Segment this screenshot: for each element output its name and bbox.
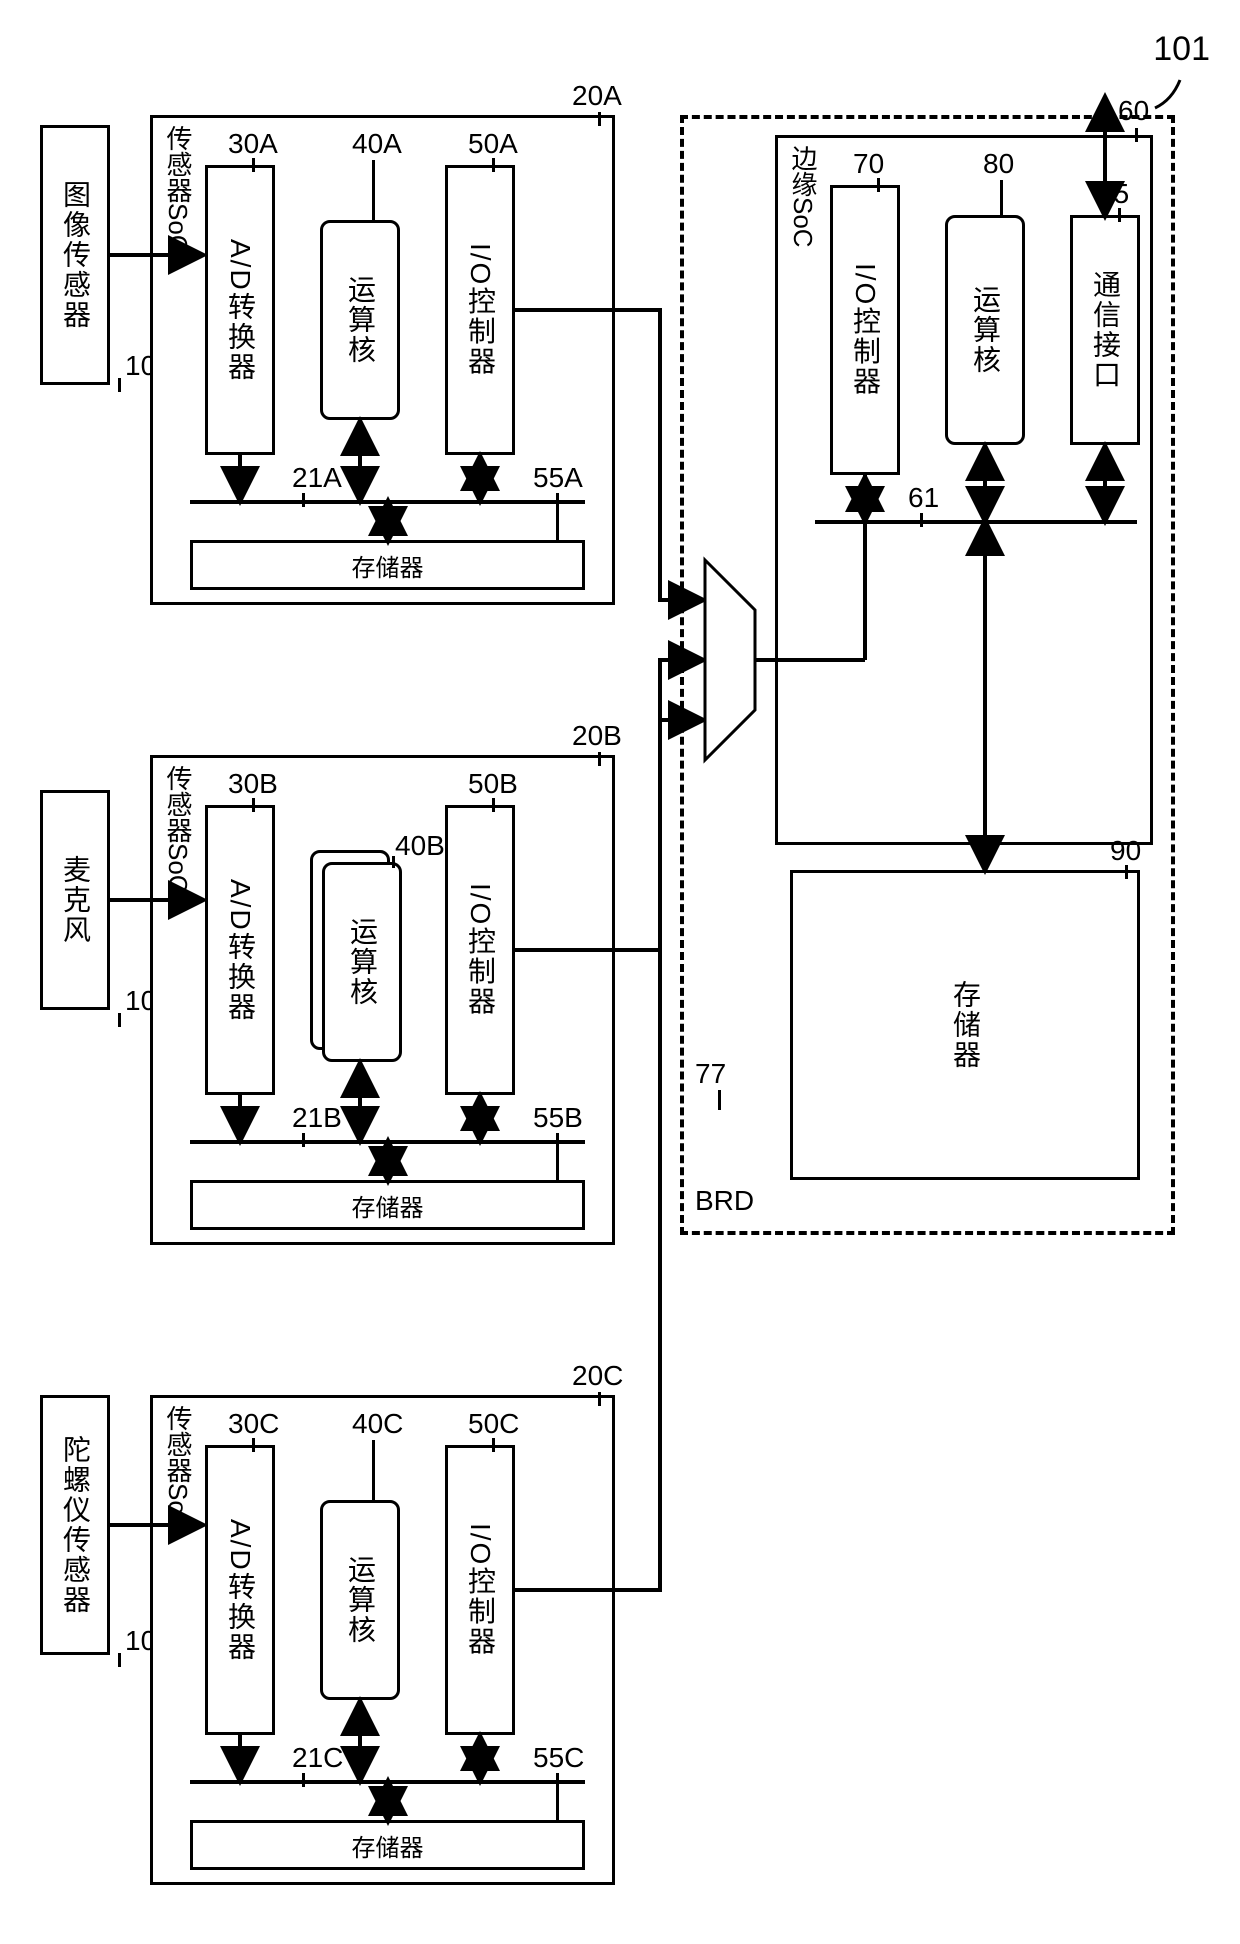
io-b-ref: 50B (468, 768, 518, 800)
adc-b-label: A/D转换器 (220, 879, 260, 1022)
sensor-soc-c-ref: 20C (572, 1360, 623, 1392)
adc-c: A/D转换器 (205, 1445, 275, 1735)
io-b: I/O控制器 (445, 805, 515, 1095)
brd-ref: 77 (695, 1058, 726, 1090)
adc-b-ref: 30B (228, 768, 278, 800)
sensor-a-box: 图像传感器 (40, 125, 110, 385)
edge-core-label: 运算核 (965, 285, 1005, 375)
adc-a-ref: 30A (228, 128, 278, 160)
sensor-soc-c-title: 传感器SoC (160, 1405, 197, 1534)
core-c-label: 运算核 (340, 1555, 380, 1645)
mem-b-label: 存储器 (352, 1188, 424, 1223)
sensor-soc-b-title: 传感器SoC (160, 765, 197, 894)
sensor-soc-a-ref: 20A (572, 80, 622, 112)
brd-label: BRD (695, 1185, 754, 1217)
io-c: I/O控制器 (445, 1445, 515, 1735)
mem-a: 存储器 (190, 540, 585, 590)
mem-a-ref: 55A (533, 462, 583, 494)
core-b: 运算核 (322, 862, 402, 1062)
sensor-b-box: 麦克风 (40, 790, 110, 1010)
sensor-c-label: 陀螺仪传感器 (55, 1435, 95, 1615)
io-b-label: I/O控制器 (460, 883, 500, 1016)
adc-b: A/D转换器 (205, 805, 275, 1095)
edge-comm: 通信接口 (1070, 215, 1140, 445)
edge-soc-title: 边缘SoC (785, 145, 822, 248)
edge-bus (815, 520, 1137, 524)
mem-c-ref: 55C (533, 1742, 584, 1774)
adc-c-label: A/D转换器 (220, 1519, 260, 1662)
mem-a-label: 存储器 (352, 548, 424, 583)
edge-io-ref: 70 (853, 148, 884, 180)
core-a: 运算核 (320, 220, 400, 420)
edge-core-ref: 80 (983, 148, 1014, 180)
io-a-ref: 50A (468, 128, 518, 160)
adc-a: A/D转换器 (205, 165, 275, 455)
edge-mem-ref: 90 (1110, 835, 1141, 867)
io-c-label: I/O控制器 (460, 1523, 500, 1656)
bus-a-ref: 21A (292, 462, 342, 494)
bus-a (190, 500, 585, 504)
edge-mem: 存储器 (790, 870, 1140, 1180)
mem-c: 存储器 (190, 1820, 585, 1870)
edge-comm-ref: 85 (1098, 178, 1129, 210)
bus-b-ref: 21B (292, 1102, 342, 1134)
bus-c-ref: 21C (292, 1742, 343, 1774)
sensor-a-label: 图像传感器 (55, 180, 95, 330)
core-b-label: 运算核 (342, 917, 382, 1007)
core-a-ref: 40A (352, 128, 402, 160)
edge-bus-ref: 61 (908, 482, 939, 514)
sensor-soc-a-title: 传感器SoC (160, 125, 197, 254)
mem-b: 存储器 (190, 1180, 585, 1230)
figure-ref: 101 (1153, 30, 1210, 69)
edge-comm-label: 通信接口 (1085, 270, 1125, 390)
core-b-ref: 40B (395, 830, 445, 862)
edge-soc-ref: 60 (1118, 95, 1149, 127)
sensor-c-box: 陀螺仪传感器 (40, 1395, 110, 1655)
adc-a-label: A/D转换器 (220, 239, 260, 382)
bus-c (190, 1780, 585, 1784)
sensor-soc-b-ref: 20B (572, 720, 622, 752)
io-c-ref: 50C (468, 1408, 519, 1440)
mem-b-ref: 55B (533, 1102, 583, 1134)
io-a-label: I/O控制器 (460, 243, 500, 376)
core-c-ref: 40C (352, 1408, 403, 1440)
bus-b (190, 1140, 585, 1144)
sensor-b-label: 麦克风 (55, 855, 95, 945)
core-c: 运算核 (320, 1500, 400, 1700)
io-a: I/O控制器 (445, 165, 515, 455)
edge-mem-label: 存储器 (945, 980, 985, 1070)
adc-c-ref: 30C (228, 1408, 279, 1440)
edge-io-label: I/O控制器 (845, 263, 885, 396)
mem-c-label: 存储器 (352, 1828, 424, 1863)
edge-core: 运算核 (945, 215, 1025, 445)
core-a-label: 运算核 (340, 275, 380, 365)
edge-io: I/O控制器 (830, 185, 900, 475)
